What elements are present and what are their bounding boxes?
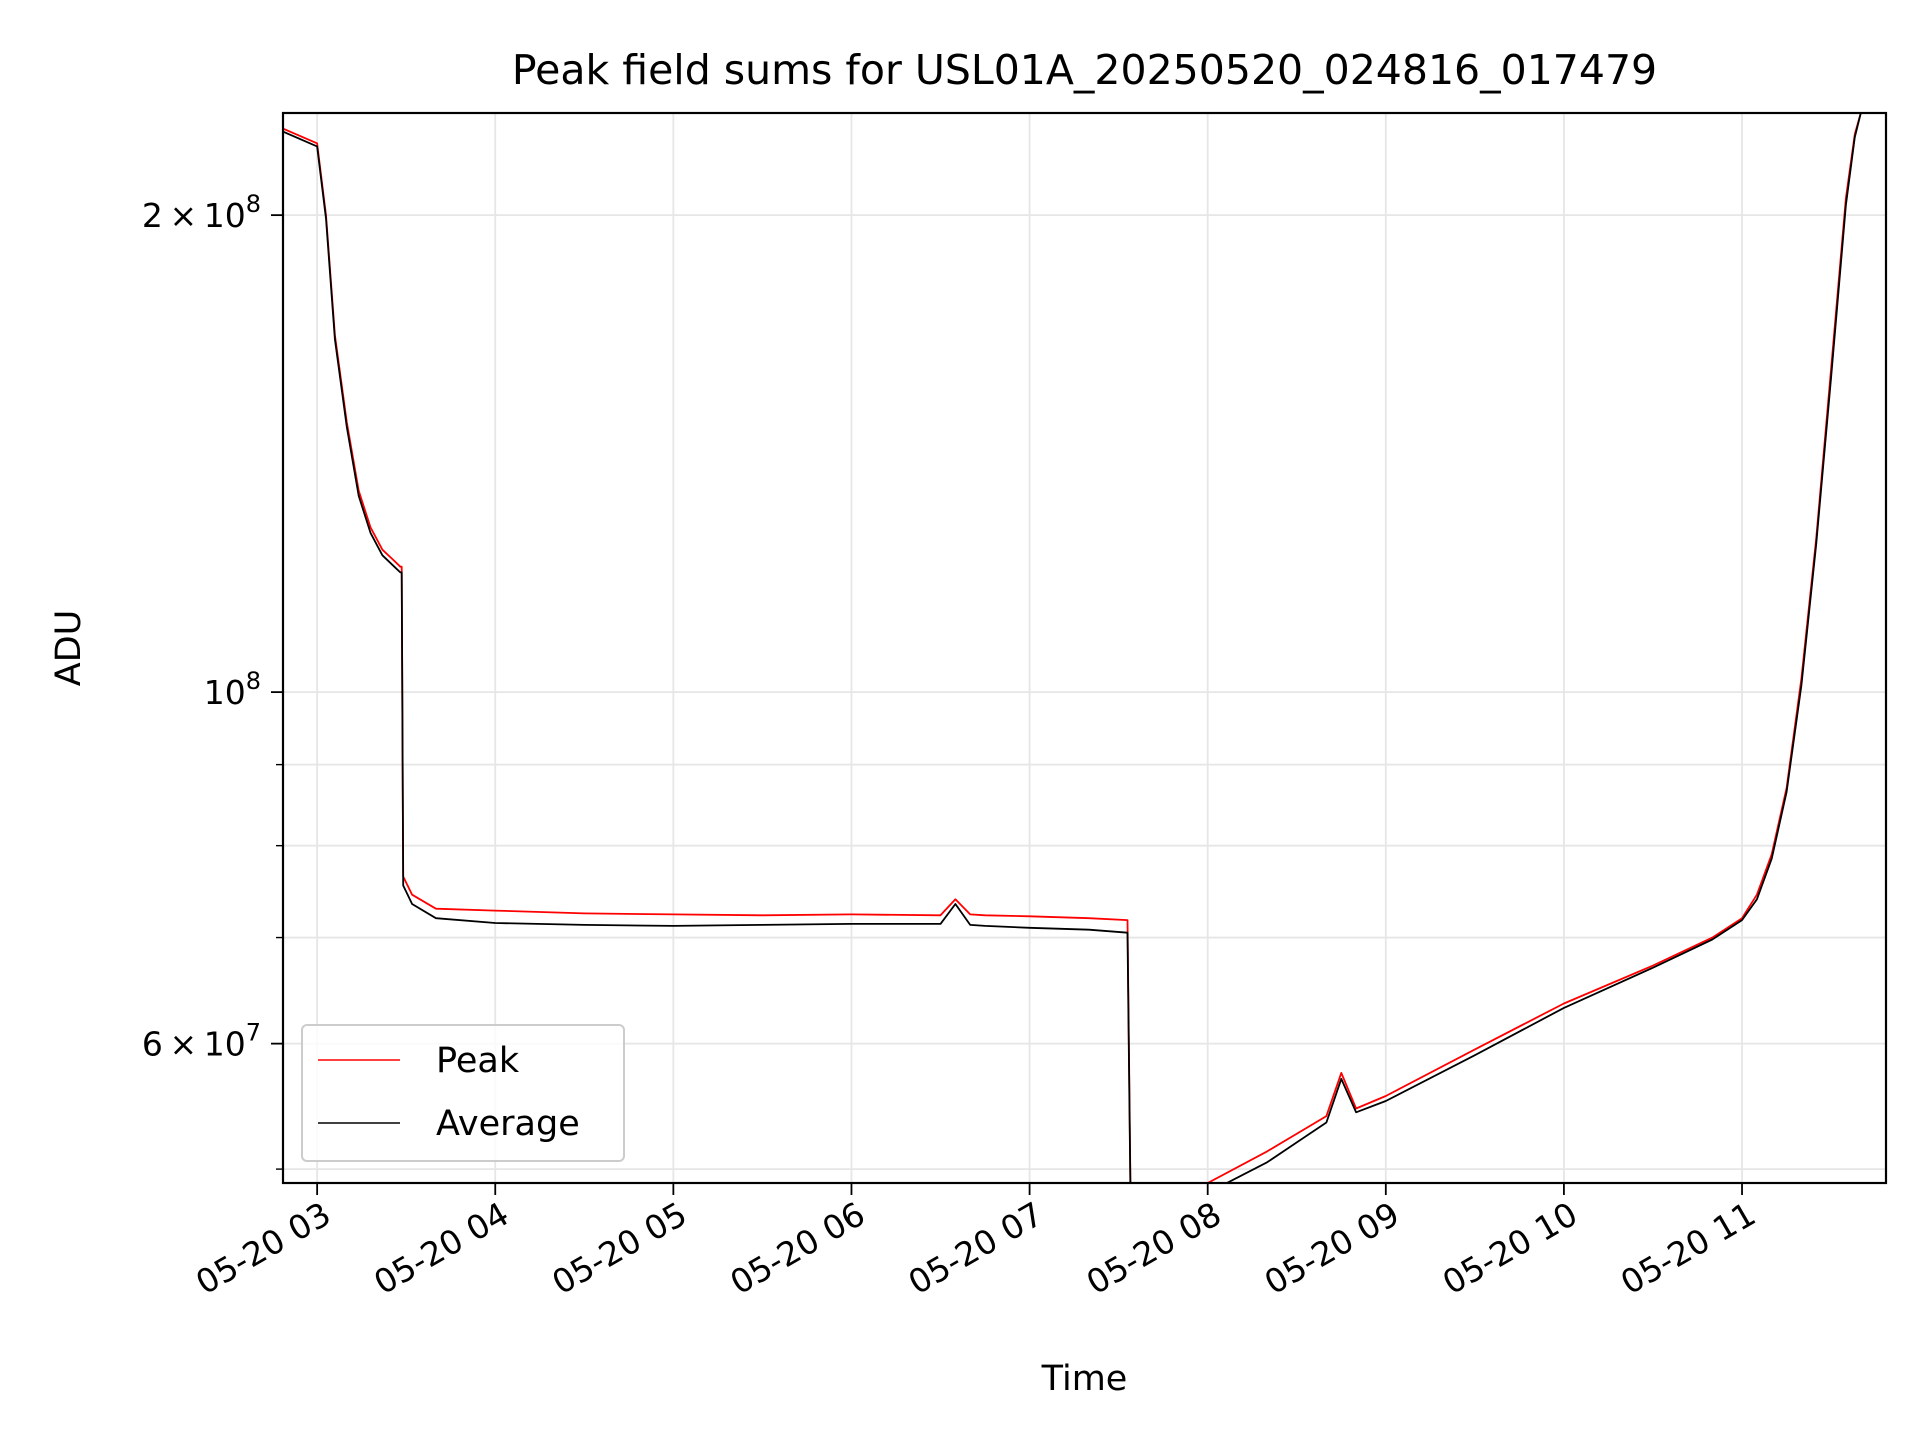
series-line-average <box>283 113 1862 1183</box>
series-line-peak <box>283 113 1862 1183</box>
legend: Peak Average <box>301 1024 625 1162</box>
legend-label-peak: Peak <box>436 1041 520 1081</box>
plot-frame <box>281 111 1888 1185</box>
legend-box <box>301 1024 625 1162</box>
y-tick-label: 6 × 107 <box>142 1019 261 1064</box>
y-tick-label: 2 × 108 <box>142 190 261 235</box>
x-axis-label: Time <box>1041 1359 1128 1399</box>
y-tick-label: 108 <box>204 667 261 712</box>
grid <box>283 113 1886 1183</box>
legend-label-average: Average <box>436 1104 580 1144</box>
y-axis-label: ADU <box>49 610 89 687</box>
chart-title: Peak field sums for USL01A_20250520_0248… <box>512 46 1657 94</box>
plot-area <box>283 113 1862 1183</box>
